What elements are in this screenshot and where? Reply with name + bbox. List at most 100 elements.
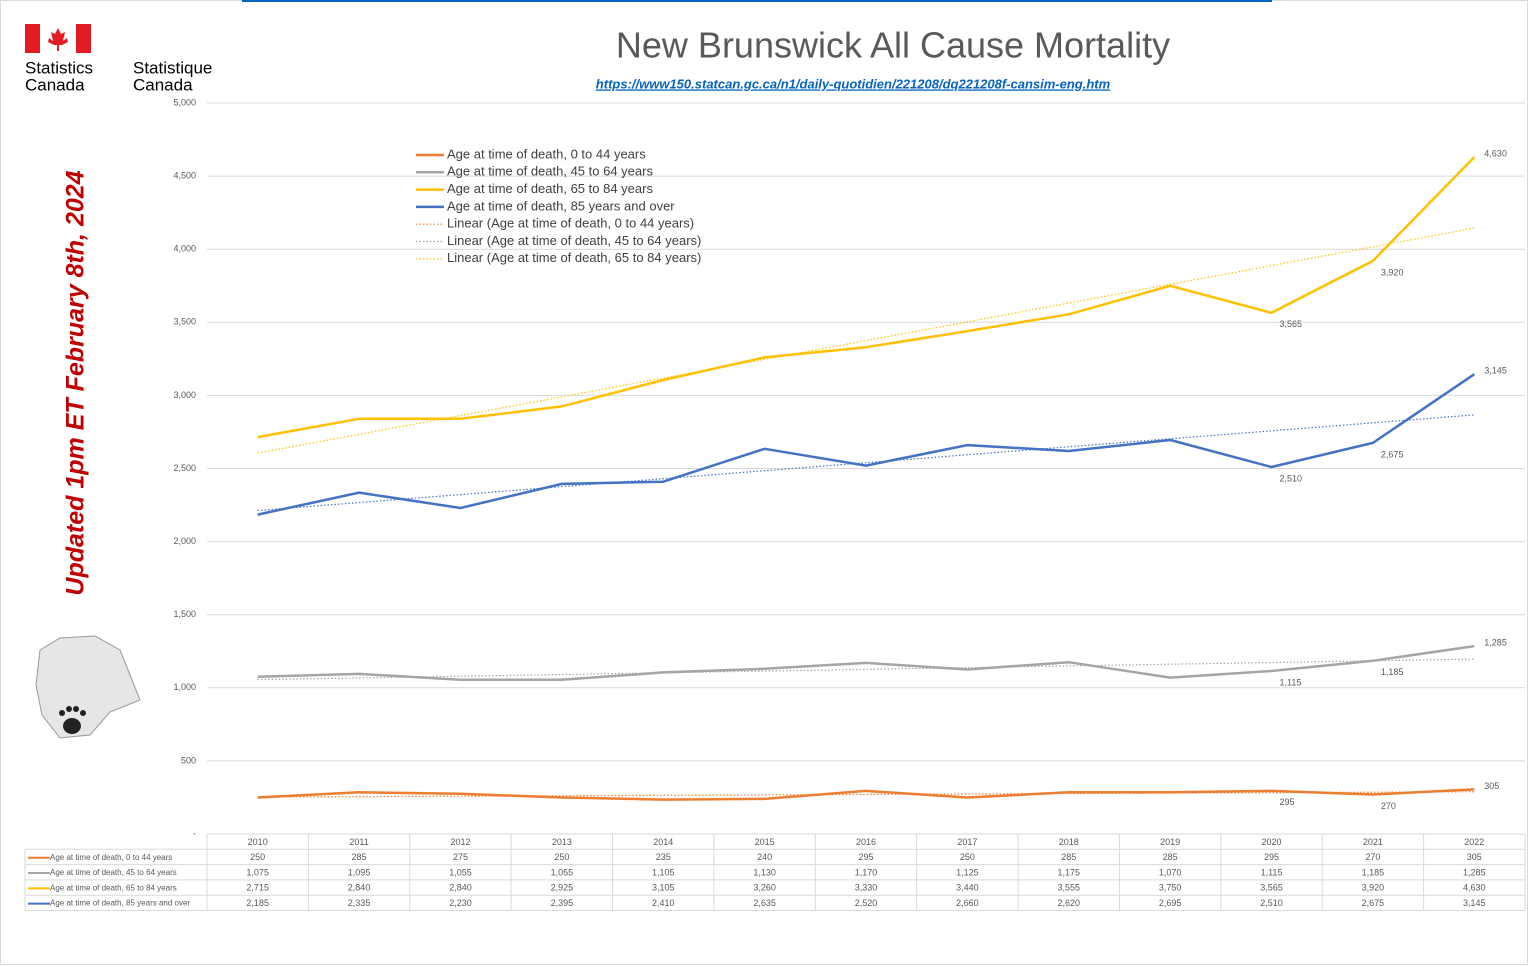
table-cell: 1,175 — [1058, 867, 1081, 877]
table-cell: 1,125 — [956, 867, 979, 877]
paw-toe — [80, 710, 86, 716]
table-cell: 235 — [656, 852, 671, 862]
table-cell: 270 — [1365, 852, 1380, 862]
legend-label: Age at time of death, 0 to 44 years — [447, 146, 646, 161]
legend-label: Linear (Age at time of death, 0 to 44 ye… — [447, 216, 694, 231]
x-tick-label: 2021 — [1363, 837, 1383, 847]
page: Statistics Canada Statistique Canada New… — [0, 0, 1530, 967]
y-tick-label: 3,000 — [173, 390, 196, 400]
table-cell: 1,070 — [1159, 867, 1182, 877]
chart-title: New Brunswick All Cause Mortality — [616, 25, 1170, 66]
table-cell: 285 — [1061, 852, 1076, 862]
table-cell: 2,635 — [753, 898, 776, 908]
table-cell: 2,510 — [1260, 898, 1283, 908]
x-tick-label: 2015 — [755, 837, 775, 847]
table-cell: 1,115 — [1261, 867, 1283, 877]
x-tick-label: 2020 — [1262, 837, 1282, 847]
paw-toe — [66, 706, 72, 712]
table-cell: 2,520 — [855, 898, 878, 908]
data-label: 305 — [1484, 781, 1499, 791]
source-link[interactable]: https://www150.statcan.gc.ca/n1/daily-qu… — [596, 76, 1111, 91]
y-tick-label: 2,500 — [173, 463, 196, 473]
table-cell: 275 — [453, 852, 468, 862]
table-row-label: Age at time of death, 0 to 44 years — [50, 853, 172, 862]
table-cell: 2,925 — [551, 883, 574, 893]
logo-text: Canada — [133, 75, 193, 94]
x-tick-label: 2017 — [957, 837, 977, 847]
x-tick-label: 2016 — [856, 837, 876, 847]
table-cell: 305 — [1467, 852, 1482, 862]
table-cell: 1,055 — [449, 867, 472, 877]
y-tick-label: 2,000 — [173, 536, 196, 546]
table-cell: 2,185 — [246, 898, 269, 908]
table-cell: 295 — [858, 852, 873, 862]
flag-bar — [76, 24, 91, 53]
data-label: 3,920 — [1381, 267, 1404, 277]
table-cell: 1,185 — [1362, 867, 1385, 877]
legend-label: Age at time of death, 45 to 64 years — [447, 164, 653, 179]
data-label: 1,185 — [1381, 667, 1404, 677]
table-cell: 3,440 — [956, 883, 979, 893]
table-cell: 1,095 — [348, 867, 371, 877]
x-tick-label: 2011 — [349, 837, 368, 847]
x-tick-label: 2019 — [1160, 837, 1180, 847]
table-cell: 2,675 — [1362, 898, 1385, 908]
x-tick-label: 2013 — [552, 837, 572, 847]
table-cell: 2,410 — [652, 898, 675, 908]
logo-text: Canada — [25, 75, 85, 94]
y-tick-label: 5,000 — [173, 97, 196, 107]
table-cell: 1,130 — [753, 867, 776, 877]
table-cell: 3,330 — [855, 883, 878, 893]
flag-bar — [25, 24, 40, 53]
table-cell: 295 — [1264, 852, 1279, 862]
data-label: 295 — [1280, 797, 1295, 807]
table-cell: 2,840 — [449, 883, 472, 893]
y-tick-label: 3,500 — [173, 317, 196, 327]
legend-label: Linear (Age at time of death, 65 to 84 y… — [447, 250, 701, 265]
data-label: 3,145 — [1484, 366, 1507, 376]
table-cell: 240 — [757, 852, 772, 862]
table-cell: 250 — [554, 852, 569, 862]
table-cell: 2,695 — [1159, 898, 1182, 908]
table-cell: 3,260 — [753, 883, 776, 893]
x-tick-label: 2014 — [653, 837, 673, 847]
table-row-label: Age at time of death, 45 to 64 years — [50, 868, 177, 877]
paw — [63, 718, 81, 734]
y-tick-label: 4,500 — [173, 170, 196, 180]
table-row-label: Age at time of death, 85 years and over — [50, 899, 190, 908]
x-tick-label: 2022 — [1464, 837, 1484, 847]
table-cell: 2,660 — [956, 898, 979, 908]
table-cell: 2,620 — [1058, 898, 1081, 908]
y-tick-label: 4,000 — [173, 244, 196, 254]
paw-toe — [73, 706, 79, 712]
table-cell: 3,565 — [1260, 883, 1283, 893]
legend-label: Age at time of death, 85 years and over — [447, 198, 675, 213]
updated-note: Updated 1pm ET February 8th, 2024 — [62, 170, 90, 595]
table-cell: 3,920 — [1362, 883, 1385, 893]
table-cell: 285 — [352, 852, 367, 862]
data-label: 3,565 — [1280, 319, 1303, 329]
x-tick-label: 2012 — [450, 837, 470, 847]
y-tick-label: 1,500 — [173, 609, 196, 619]
table-cell: 1,285 — [1463, 867, 1486, 877]
data-label: 2,675 — [1381, 449, 1404, 459]
data-label: 4,630 — [1484, 148, 1507, 158]
table-cell: 2,395 — [551, 898, 574, 908]
data-label: 2,510 — [1280, 473, 1303, 483]
y-tick-label: 1,000 — [173, 682, 196, 692]
table-cell: 2,230 — [449, 898, 472, 908]
table-cell: 285 — [1163, 852, 1178, 862]
table-cell: 1,170 — [855, 867, 878, 877]
table-cell: 2,715 — [246, 883, 269, 893]
table-cell: 3,555 — [1058, 883, 1081, 893]
table-cell: 3,750 — [1159, 883, 1182, 893]
table-cell: 3,105 — [652, 883, 675, 893]
x-tick-label: 2010 — [248, 837, 268, 847]
table-cell: 250 — [960, 852, 975, 862]
paw-toe — [59, 710, 65, 716]
data-label: 1,285 — [1484, 638, 1507, 648]
table-cell: 1,075 — [246, 867, 269, 877]
data-label: 1,115 — [1280, 677, 1302, 687]
table-cell: 250 — [250, 852, 265, 862]
chart: Statistics Canada Statistique Canada New… — [0, 0, 1530, 967]
